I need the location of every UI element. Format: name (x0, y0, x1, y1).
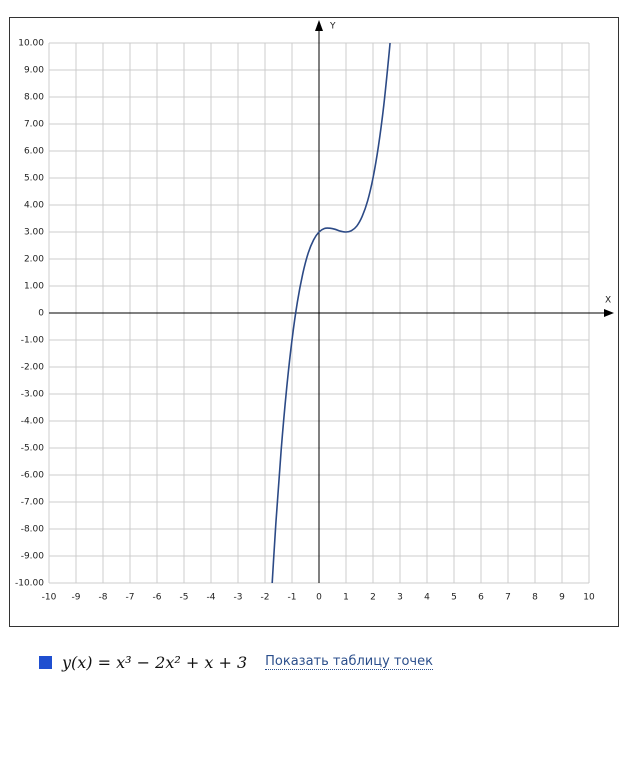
y-tick-label: 5.00 (24, 174, 44, 184)
y-tick-label: -9.00 (21, 552, 45, 562)
x-tick-label: 9 (559, 593, 565, 603)
x-tick-label: -2 (261, 593, 270, 603)
legend-swatch (39, 655, 52, 669)
legend: y(x) = x³ − 2x² + x + 3 Показать таблицу… (39, 650, 433, 674)
x-tick-label: -10 (42, 593, 57, 603)
x-tick-label: 5 (451, 593, 457, 603)
y-tick-label: -3.00 (21, 390, 45, 400)
y-tick-label: 7.00 (24, 120, 44, 130)
y-axis-arrow (315, 20, 323, 31)
x-axis-arrow (604, 309, 614, 317)
legend-formula: y(x) = x³ − 2x² + x + 3 (62, 652, 248, 672)
y-tick-label: 4.00 (24, 201, 44, 211)
x-tick-label: -4 (207, 593, 216, 603)
x-axis-label: X (605, 296, 611, 306)
y-tick-label: -5.00 (21, 444, 45, 454)
x-tick-label: -3 (234, 593, 243, 603)
y-tick-label: -7.00 (21, 498, 45, 508)
x-tick-label: -6 (153, 593, 162, 603)
y-tick-label: 6.00 (24, 147, 44, 157)
x-tick-label: 6 (478, 593, 484, 603)
y-tick-label: 0 (38, 309, 44, 319)
y-tick-label: -6.00 (21, 471, 45, 481)
x-tick-label: 7 (505, 593, 511, 603)
y-axis-label: Y (329, 22, 336, 32)
x-tick-label: -1 (288, 593, 297, 603)
y-tick-label: -2.00 (21, 363, 45, 373)
function-curve (271, 43, 391, 583)
x-tick-label: 4 (424, 593, 430, 603)
chart: -10 -9 -8 -7 -6 -5 -4 -3 -2 -1 0 1 2 3 4 5 6 7 8 9 1010.009.… (9, 17, 619, 627)
x-tick-label: 2 (370, 593, 376, 603)
x-tick-label: 3 (397, 593, 403, 603)
y-tick-label: -8.00 (21, 525, 45, 535)
y-tick-label: -10.00 (15, 579, 44, 589)
y-tick-label: 10.00 (18, 39, 44, 49)
chart-frame (9, 17, 619, 627)
x-tick-label: 8 (532, 593, 538, 603)
y-tick-label: 2.00 (24, 255, 44, 265)
x-tick-label: 10 (583, 593, 595, 603)
show-points-link[interactable]: Показать таблицу точек (265, 654, 433, 670)
x-tick-label: -5 (180, 593, 189, 603)
y-tick-label: -1.00 (21, 336, 45, 346)
y-tick-label: 1.00 (24, 282, 44, 292)
x-tick-label: -8 (99, 593, 108, 603)
y-tick-label: 9.00 (24, 66, 44, 76)
y-tick-label: -4.00 (21, 417, 45, 427)
x-tick-label: -9 (72, 593, 81, 603)
y-tick-label: 8.00 (24, 93, 44, 103)
y-tick-label: 3.00 (24, 228, 44, 238)
x-tick-label: -7 (126, 593, 135, 603)
x-tick-label: 0 (316, 593, 322, 603)
x-tick-label: 1 (343, 593, 349, 603)
